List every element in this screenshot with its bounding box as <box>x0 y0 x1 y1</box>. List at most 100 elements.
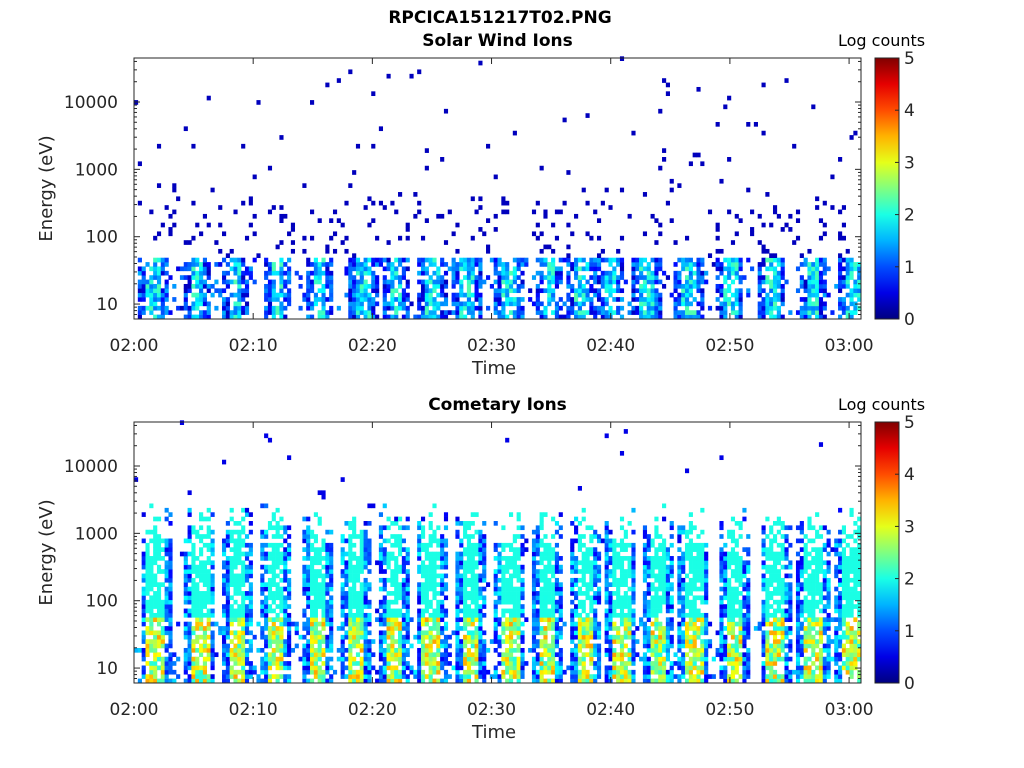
panel1-cell <box>639 283 644 289</box>
panel1-cell <box>463 314 468 320</box>
panel2-cell <box>313 569 318 574</box>
panel2-cell <box>325 669 330 675</box>
panel2-cell <box>271 525 276 531</box>
panel2-cell <box>279 586 284 592</box>
panel2-cell <box>302 608 307 614</box>
panel1-cell <box>772 266 778 272</box>
panel2-cell <box>195 647 200 653</box>
panel1-cell <box>451 279 456 285</box>
panel1-cell <box>857 275 862 280</box>
panel1-cell <box>520 279 525 285</box>
panel2-cell <box>581 621 586 627</box>
panel2-cell <box>359 634 364 640</box>
panel2-cell <box>222 626 227 631</box>
panel2-cell <box>551 586 556 592</box>
panel1-cell <box>642 192 648 197</box>
panel2-cell <box>156 538 162 544</box>
panel2-cell <box>619 582 625 587</box>
panel2-cell <box>493 608 498 614</box>
panel1-cell <box>818 262 824 267</box>
panel2-cell <box>359 582 364 587</box>
panel2-cell <box>183 669 188 675</box>
panel2-cell <box>516 595 521 601</box>
panel2-cell <box>168 604 173 609</box>
panel2-cell <box>581 678 586 684</box>
panel1-cell <box>501 266 506 272</box>
panel2-cell <box>264 503 269 509</box>
panel2-cell <box>329 647 334 653</box>
panel2-cell <box>233 582 238 587</box>
panel2-cell <box>405 674 410 679</box>
panel2-cell <box>642 612 648 618</box>
panel2-cell <box>512 617 517 623</box>
panel2-cell <box>375 617 380 623</box>
panel1-cell <box>264 292 269 298</box>
panel2-cell <box>390 674 395 679</box>
panel1-cell <box>432 257 437 263</box>
panel1-ytick-label: 100 <box>86 228 118 248</box>
panel2-cell <box>627 604 632 609</box>
panel2-cell <box>501 556 506 561</box>
panel1-cell <box>137 288 142 294</box>
panel2-cell <box>539 577 544 583</box>
panel2-cell <box>367 542 372 548</box>
panel2-cell <box>474 551 479 557</box>
panel2-cell <box>252 665 257 671</box>
panel2-cell <box>321 586 326 592</box>
panel1-cell <box>325 275 330 280</box>
panel2-cell <box>581 599 586 605</box>
panel2-cell <box>535 630 540 636</box>
panel2-cell <box>623 630 628 636</box>
panel2-cell <box>619 661 625 666</box>
panel2-cell <box>478 560 483 566</box>
panel2-cell <box>619 674 625 679</box>
panel2-cell <box>145 652 150 658</box>
panel1-cell <box>225 314 230 320</box>
panel2-cell <box>168 665 173 671</box>
panel2-cell <box>260 591 265 596</box>
panel1-cell <box>551 279 556 285</box>
panel1-cell <box>352 262 357 267</box>
panel1-cell <box>164 257 169 263</box>
panel2-cell <box>206 643 211 649</box>
panel1-cell <box>577 275 582 280</box>
panel2-cell <box>463 626 468 631</box>
panel1-cell <box>191 266 196 272</box>
panel1-cell <box>271 292 276 298</box>
panel2-cell <box>264 542 269 548</box>
panel2-cell <box>237 617 242 623</box>
panel2-cell <box>382 503 387 509</box>
panel1-cell <box>688 262 693 267</box>
panel2-cell <box>275 560 280 566</box>
panel2-cell <box>275 534 280 539</box>
panel2-cell <box>267 437 273 443</box>
panel2-cell <box>149 665 154 671</box>
panel1-cell <box>642 310 648 315</box>
panel2-cell <box>505 586 510 592</box>
panel2-cell <box>612 634 617 640</box>
panel2-cell <box>244 564 250 570</box>
panel2-cell <box>241 551 246 557</box>
panel2-cell <box>627 656 632 662</box>
panel2-cell <box>417 621 422 627</box>
panel1-cell <box>711 262 716 267</box>
panel2-cell <box>233 634 238 640</box>
panel1-cell <box>849 292 854 298</box>
panel2-cell <box>378 643 384 649</box>
panel2-cell <box>436 626 441 631</box>
panel1-cell <box>401 275 406 280</box>
panel2-cell <box>531 669 537 675</box>
panel2-cell <box>195 534 200 539</box>
panel2-cell <box>199 617 204 623</box>
panel1-cell <box>730 262 736 267</box>
panel1-cell <box>658 222 663 228</box>
panel1-cell <box>298 283 303 289</box>
panel2-cell <box>466 534 472 539</box>
panel2-cell <box>543 669 548 675</box>
panel2-cell <box>283 608 288 614</box>
panel1-cell <box>505 314 510 320</box>
panel2-cell <box>405 665 410 671</box>
panel2-cell <box>149 621 154 627</box>
panel2-cell <box>428 604 433 609</box>
panel2-cell <box>505 560 510 566</box>
